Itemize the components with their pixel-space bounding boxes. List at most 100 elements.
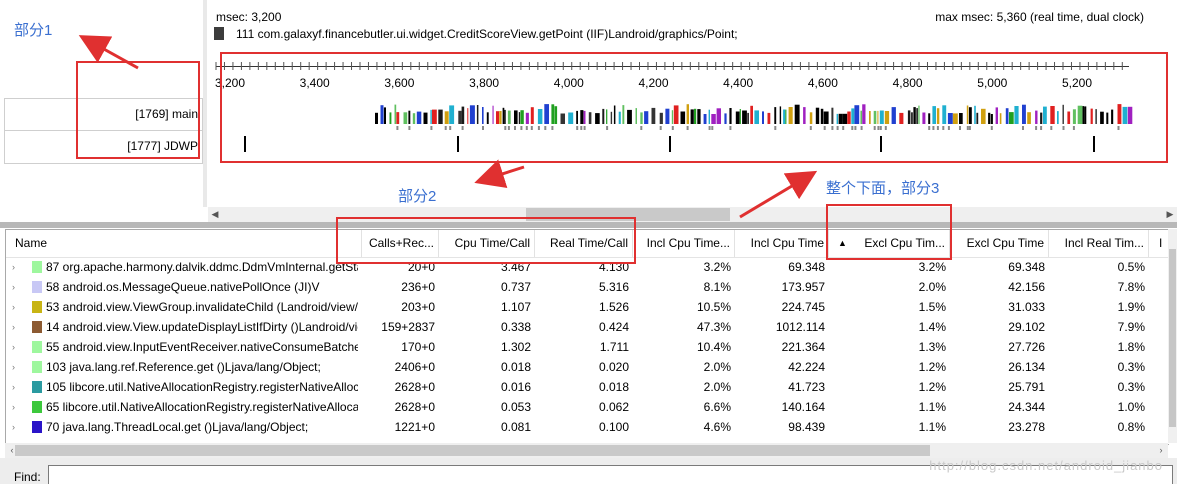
- expand-chevron-icon[interactable]: ›: [12, 382, 15, 392]
- thread-label: [1777] JDWP: [127, 139, 198, 153]
- annotation-part3: 整个下面，部分3: [826, 180, 940, 197]
- timeline-area[interactable]: 3,200 3,400 3,600 3,800 4,000 4,200 4,400 4,600…: [208, 60, 1133, 200]
- cell-incl-cpu-pct: 10.4%: [696, 340, 731, 354]
- col-more[interactable]: I: [1159, 236, 1163, 250]
- scroll-left-arrow[interactable]: ‹: [10, 445, 14, 455]
- scroll-right-arrow[interactable]: ›: [1159, 445, 1163, 455]
- trace-marker: [396, 126, 399, 130]
- trace-marker: [936, 126, 939, 130]
- table-row[interactable]: › 53 android.view.ViewGroup.invalidateChi…: [6, 297, 1169, 317]
- trace-segment: [438, 109, 443, 124]
- trace-bars[interactable]: [208, 98, 1133, 208]
- col-incl-cpu-pct[interactable]: Incl Cpu Time...: [633, 230, 735, 257]
- table-vertical-scrollbar[interactable]: [1168, 229, 1177, 443]
- trace-segment: [974, 105, 976, 124]
- trace-segment: [476, 105, 479, 124]
- find-input[interactable]: [48, 465, 1173, 484]
- method-name-cell: 53 android.view.ViewGroup.invalidateChil…: [46, 300, 358, 314]
- trace-segment: [747, 112, 749, 124]
- timeline-tick-label: 3,200: [214, 76, 246, 90]
- trace-marker: [686, 126, 689, 130]
- cell-incl-cpu-pct: 47.3%: [696, 320, 731, 334]
- table-row[interactable]: › 14 android.view.View.updateDisplayListI…: [6, 317, 1169, 337]
- cell-real-call: 1.711: [599, 340, 629, 354]
- col-real-time-call[interactable]: Real Time/Call: [535, 230, 633, 257]
- trace-marker: [461, 126, 464, 130]
- expand-chevron-icon[interactable]: ›: [12, 402, 15, 412]
- table-horizontal-scrollbar[interactable]: ‹ ›: [5, 443, 1168, 458]
- cell-incl-cpu-pct: 10.5%: [696, 300, 731, 314]
- cell-incl-cpu: 42.224: [788, 360, 825, 374]
- col-incl-cpu-time[interactable]: Incl Cpu Time: [735, 230, 829, 257]
- table-row[interactable]: › 55 android.view.InputEventReceiver.nati…: [6, 337, 1169, 357]
- trace-segment: [1009, 112, 1014, 124]
- trace-segment: [1084, 106, 1087, 124]
- cell-excl-cpu: 26.134: [1008, 360, 1045, 374]
- trace-segment: [467, 108, 469, 124]
- annotation-box-sorted-col: [826, 204, 952, 260]
- scrollbar-thumb[interactable]: [15, 445, 930, 456]
- trace-segment: [697, 109, 701, 124]
- thread-row-main[interactable]: [1769] main: [4, 98, 203, 132]
- col-calls[interactable]: Calls+Rec...: [362, 230, 439, 257]
- cell-excl-cpu-pct: 2.0%: [918, 280, 946, 294]
- panel-divider[interactable]: [203, 0, 207, 207]
- trace-segment: [869, 111, 871, 124]
- col-cpu-time-call[interactable]: Cpu Time/Call: [439, 230, 535, 257]
- trace-segment: [862, 104, 866, 124]
- trace-segment: [1072, 109, 1076, 124]
- trace-marker: [537, 126, 540, 130]
- trace-segment: [1095, 109, 1097, 124]
- col-excl-cpu-time[interactable]: Excl Cpu Time: [950, 230, 1049, 257]
- trace-segment: [551, 104, 555, 124]
- table-row[interactable]: › 58 android.os.MessageQueue.nativePollOn…: [6, 277, 1169, 297]
- trace-segment: [665, 108, 670, 124]
- cell-incl-real-pct: 0.3%: [1117, 380, 1145, 394]
- trace-segment: [610, 111, 613, 124]
- table-row[interactable]: › 105 libcore.util.NativeAllocationRegist…: [6, 377, 1169, 397]
- trace-segment: [1062, 104, 1064, 124]
- method-name-cell: 87 org.apache.harmony.dalvik.ddmc.DdmVmI…: [46, 260, 358, 274]
- trace-marker: [842, 126, 845, 130]
- expand-chevron-icon[interactable]: ›: [12, 362, 15, 372]
- timeline-tick-label: 3,800: [469, 76, 500, 90]
- cell-real-call: 0.018: [598, 380, 629, 394]
- expand-chevron-icon[interactable]: ›: [12, 302, 15, 312]
- expand-chevron-icon[interactable]: ›: [12, 282, 15, 292]
- cell-incl-cpu: 221.364: [781, 340, 825, 354]
- expand-chevron-icon[interactable]: ›: [12, 262, 15, 272]
- scrollbar-thumb[interactable]: [1169, 249, 1176, 427]
- trace-segment: [809, 112, 813, 124]
- trace-marker: [507, 126, 510, 130]
- trace-marker: [711, 126, 714, 130]
- pane-splitter[interactable]: [0, 222, 1177, 228]
- cell-incl-cpu: 173.957: [781, 280, 825, 294]
- table-row[interactable]: › 65 libcore.util.NativeAllocationRegistr…: [6, 397, 1169, 417]
- trace-segment: [496, 111, 499, 124]
- scroll-right-arrow[interactable]: ▶: [1166, 209, 1174, 219]
- trace-segment: [486, 112, 489, 124]
- col-name[interactable]: Name: [6, 230, 362, 257]
- method-color-swatch: [32, 381, 42, 393]
- cell-incl-cpu: 69.348: [788, 260, 825, 274]
- jdwp-marker: [457, 136, 459, 152]
- cell-incl-real-pct: 7.9%: [1117, 320, 1145, 334]
- trace-segment: [504, 109, 506, 124]
- trace-segment: [1057, 111, 1059, 124]
- col-incl-real-pct[interactable]: Incl Real Tim...: [1049, 230, 1149, 257]
- table-row[interactable]: › 70 java.lang.ThreadLocal.get ()Ljava/la…: [6, 417, 1169, 437]
- expand-chevron-icon[interactable]: ›: [12, 342, 15, 352]
- expand-chevron-icon[interactable]: ›: [12, 322, 15, 332]
- trace-marker: [504, 126, 507, 130]
- trace-marker: [947, 126, 950, 130]
- scroll-left-arrow[interactable]: ◀: [211, 209, 219, 219]
- method-color-swatch: [32, 361, 42, 373]
- col-excl-cpu-pct[interactable]: ▲ Excl Cpu Tim...: [829, 230, 950, 257]
- table-row[interactable]: › 103 java.lang.ref.Reference.get ()Ljava…: [6, 357, 1169, 377]
- method-color-swatch: [32, 281, 42, 293]
- trace-segment: [492, 105, 494, 124]
- expand-chevron-icon[interactable]: ›: [12, 422, 15, 432]
- trace-marker: [942, 126, 945, 130]
- max-msec: max msec: 5,360 (real time, dual clock): [935, 10, 1144, 24]
- trace-segment: [560, 113, 565, 124]
